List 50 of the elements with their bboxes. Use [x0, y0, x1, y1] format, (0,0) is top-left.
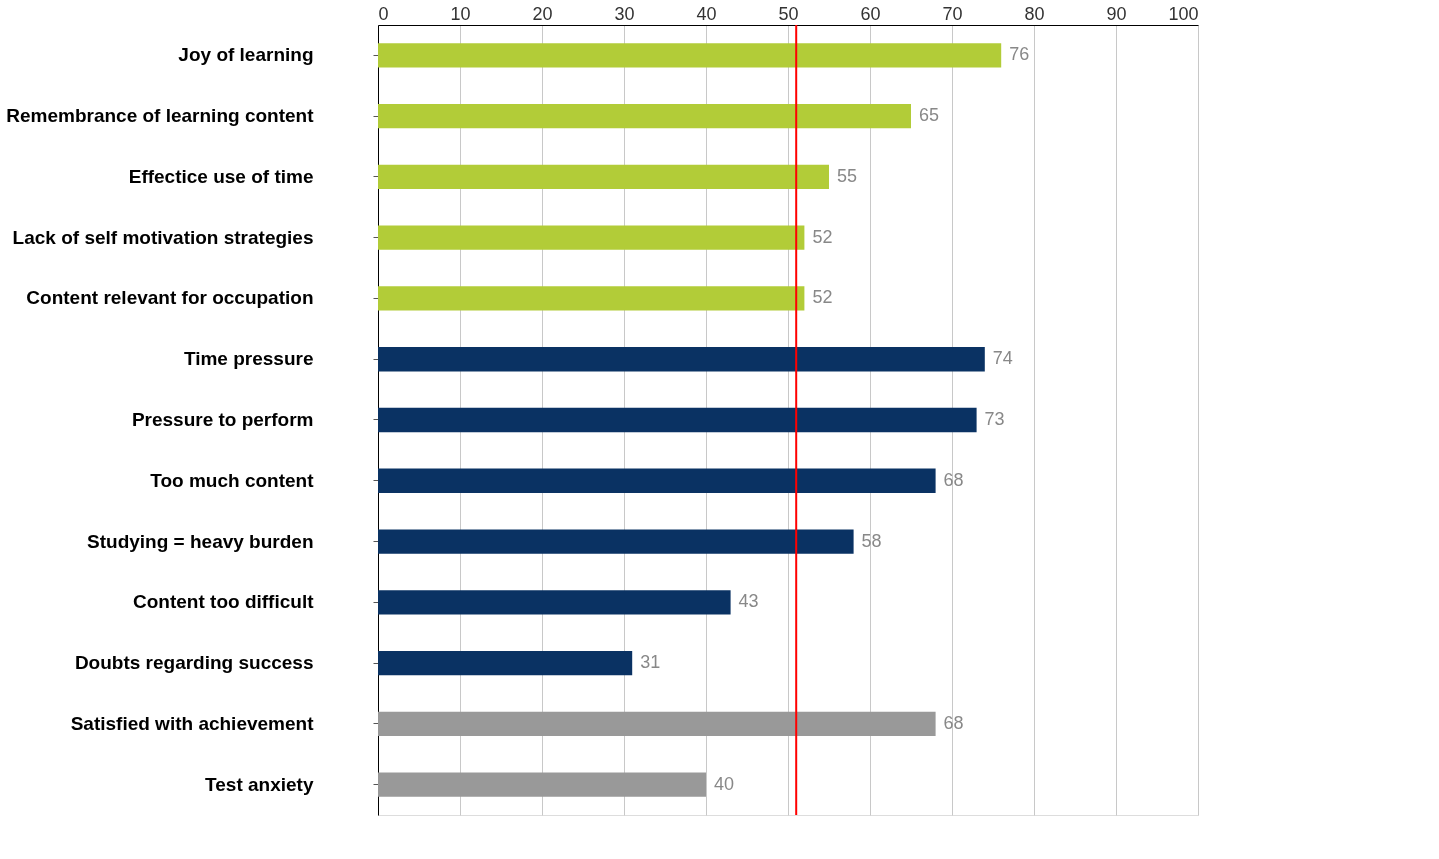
bar	[378, 104, 911, 129]
bar	[378, 286, 805, 311]
data-label: 74	[992, 348, 1013, 369]
data-label: 68	[943, 469, 964, 490]
bar	[378, 529, 854, 554]
y-tick-label: Test anxiety	[205, 773, 314, 795]
data-label: 40	[714, 773, 735, 794]
y-tick-label: Content too difficult	[133, 591, 315, 613]
data-label: 68	[943, 712, 964, 733]
data-label: 76	[1009, 44, 1030, 65]
x-tick-label: 100	[1168, 3, 1199, 24]
bar	[378, 590, 731, 615]
y-tick-label: Lack of self motivation strategies	[12, 226, 314, 248]
data-label: 58	[861, 530, 882, 551]
x-tick-label: 90	[1106, 3, 1127, 24]
data-label: 55	[837, 165, 858, 186]
data-label: 65	[919, 105, 940, 126]
data-label: 43	[738, 591, 759, 612]
x-tick-label: 20	[532, 3, 553, 24]
y-tick-label: Time pressure	[183, 348, 314, 370]
y-tick-label: Remembrance of learning content	[6, 105, 315, 127]
bar	[378, 164, 829, 190]
bar	[378, 711, 936, 736]
data-label: 73	[984, 409, 1005, 429]
y-tick-label: Pressure to perform	[131, 409, 314, 430]
x-tick-label: 80	[1024, 3, 1045, 24]
bar	[378, 43, 1002, 68]
y-tick-label: Content relevant for occupation	[26, 287, 314, 309]
x-tick-label: 0	[378, 3, 389, 24]
bar	[378, 225, 805, 250]
data-label: 52	[812, 287, 833, 308]
y-tick-label: Effectice use of time	[128, 165, 314, 187]
data-label: 31	[640, 652, 661, 673]
x-tick-label: 40	[696, 3, 717, 24]
y-tick-label: Too much content	[150, 469, 315, 491]
y-tick-label: Doubts regarding success	[74, 652, 314, 674]
bar	[378, 772, 706, 797]
x-tick-label: 10	[450, 3, 471, 24]
bar	[378, 468, 936, 493]
x-tick-label: 70	[942, 3, 963, 24]
data-label: 52	[812, 226, 833, 247]
y-tick-label: Joy of learning	[178, 44, 314, 66]
x-tick-label: 50	[778, 3, 799, 24]
bar	[378, 347, 985, 372]
x-tick-label: 30	[614, 3, 635, 24]
bar	[378, 407, 977, 433]
y-tick-label: Satisfied with achievement	[70, 712, 315, 734]
x-tick-label: 60	[860, 3, 881, 24]
bar	[378, 650, 633, 676]
y-tick-label: Studying = heavy burden	[87, 530, 314, 552]
